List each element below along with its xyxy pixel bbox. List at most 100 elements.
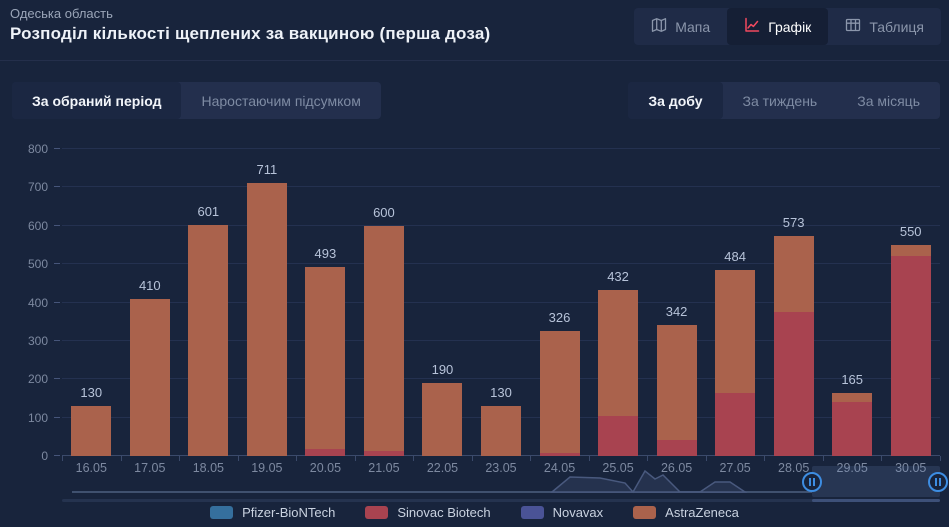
x-axis-tick [237, 456, 239, 461]
bar-slot-22.05: 190 [413, 149, 472, 456]
navigator-left-handle[interactable] [802, 472, 822, 492]
tab-map[interactable]: Мапа [634, 8, 727, 45]
x-axis-label-30.05: 30.05 [895, 461, 927, 475]
bar-25.05[interactable] [598, 290, 639, 456]
tab-map-label: Мапа [675, 18, 711, 35]
navigator-selection[interactable] [812, 466, 940, 497]
bar-segment-astrazeneca[interactable] [715, 270, 756, 393]
bar-value-label: 165 [841, 371, 864, 387]
legend-item-astrazeneca[interactable]: AstraZeneca [633, 505, 739, 520]
bar-value-label: 711 [256, 162, 278, 178]
bar-16.05[interactable] [71, 406, 112, 456]
bar-segment-astrazeneca[interactable] [890, 244, 931, 257]
bar-segment-sinovac-biotech[interactable] [363, 451, 404, 456]
x-axis-tick [530, 456, 532, 461]
bar-segment-astrazeneca[interactable] [363, 225, 404, 452]
bar-segment-astrazeneca[interactable] [71, 406, 112, 456]
tab-chart[interactable]: Графік [727, 8, 829, 45]
navigator-scroll-track[interactable] [62, 499, 940, 502]
bar-24.05[interactable] [539, 330, 580, 456]
bar-slot-20.05: 493 [296, 149, 355, 456]
bar-21.05[interactable] [363, 225, 404, 456]
legend-item-novavax[interactable]: Novavax [520, 505, 603, 520]
x-axis-label-25.05: 25.05 [602, 461, 634, 475]
bar-slot-16.05: 130 [62, 149, 121, 456]
bar-23.05[interactable] [480, 406, 521, 456]
bar-segment-sinovac-biotech[interactable] [539, 452, 580, 456]
y-axis-label-200: 200 [27, 372, 48, 387]
legend-label: AstraZeneca [665, 505, 739, 520]
bar-segment-astrazeneca[interactable] [539, 330, 580, 453]
bar-26.05[interactable] [656, 324, 697, 456]
x-axis-tick [764, 456, 766, 461]
x-axis-label-17.05: 17.05 [134, 461, 166, 475]
period-day[interactable]: За добу [628, 82, 723, 119]
x-axis-tick [940, 456, 941, 461]
gridline-200 [54, 378, 940, 380]
bar-value-label: 130 [490, 385, 512, 401]
bar-27.05[interactable] [715, 270, 756, 456]
period-month[interactable]: За місяць [857, 92, 920, 109]
bar-value-label: 573 [782, 215, 805, 231]
bar-29.05[interactable] [832, 392, 873, 456]
bar-segment-astrazeneca[interactable] [832, 392, 873, 402]
bar-segment-sinovac-biotech[interactable] [656, 439, 697, 456]
bar-segment-astrazeneca[interactable] [188, 225, 229, 456]
bar-segment-astrazeneca[interactable] [656, 324, 697, 440]
navigator-scroll-thumb[interactable] [812, 499, 940, 502]
chart-legend: Pfizer-BioNTech Sinovac Biotech Novavax Ast… [0, 505, 949, 520]
bar-20.05[interactable] [305, 266, 346, 456]
bar-segment-astrazeneca[interactable] [422, 383, 463, 456]
navigator-right-handle[interactable] [928, 472, 948, 492]
legend-swatch [633, 506, 657, 519]
bar-slot-17.05: 410 [121, 149, 180, 456]
bar-slot-24.05: 326 [530, 149, 589, 456]
bar-slot-19.05: 711 [238, 149, 297, 456]
mode-switcher: За обраний період Наростаючим підсумком [12, 82, 381, 119]
bar-segment-astrazeneca[interactable] [305, 266, 346, 450]
bar-18.05[interactable] [188, 225, 229, 456]
mode-selected-period[interactable]: За обраний період [12, 82, 182, 119]
x-axis-tick [588, 456, 590, 461]
y-axis-label-300: 300 [27, 333, 48, 348]
bar-30.05[interactable] [890, 244, 931, 456]
bar-value-label: 601 [197, 204, 220, 220]
x-axis-tick [471, 456, 473, 461]
bar-value-label: 130 [80, 385, 103, 401]
x-axis-label-21.05: 21.05 [368, 461, 400, 475]
legend-item-sinovac-biotech[interactable]: Sinovac Biotech [365, 505, 491, 520]
bar-segment-astrazeneca[interactable] [598, 290, 639, 416]
page-title: Розподіл кількості щеплених за вакциною … [10, 24, 491, 43]
x-axis-tick [822, 456, 824, 461]
bar-segment-astrazeneca[interactable] [773, 236, 814, 313]
x-axis-label-20.05: 20.05 [309, 461, 342, 475]
gridline-600 [54, 224, 940, 226]
x-axis-tick [179, 456, 181, 461]
bar-segment-sinovac-biotech[interactable] [715, 392, 756, 456]
bar-22.05[interactable] [422, 383, 463, 456]
bar-segment-sinovac-biotech[interactable] [832, 401, 873, 456]
bar-segment-astrazeneca[interactable] [246, 183, 287, 456]
bar-segment-sinovac-biotech[interactable] [598, 415, 639, 456]
bar-value-label: 326 [548, 309, 571, 325]
legend-label: Pfizer-BioNTech [242, 505, 336, 520]
bar-19.05[interactable] [246, 183, 287, 456]
gridline-500 [54, 263, 940, 265]
bar-28.05[interactable] [773, 236, 814, 456]
bar-segment-astrazeneca[interactable] [129, 298, 170, 456]
x-axis-tick [647, 456, 649, 461]
period-week[interactable]: За тиждень [742, 92, 818, 109]
navigator-baseline [72, 491, 812, 493]
range-navigator[interactable] [62, 466, 948, 498]
bar-17.05[interactable] [129, 298, 170, 456]
x-axis-tick [881, 456, 883, 461]
mode-cumulative[interactable]: Наростаючим підсумком [201, 92, 361, 109]
bar-segment-sinovac-biotech[interactable] [773, 312, 814, 456]
legend-item-pfizer-biontech[interactable]: Pfizer-BioNTech [210, 505, 335, 520]
bar-slot-27.05: 484 [706, 149, 765, 456]
bar-segment-sinovac-biotech[interactable] [890, 256, 931, 456]
y-axis-label-600: 600 [27, 218, 48, 233]
bar-segment-astrazeneca[interactable] [480, 406, 521, 456]
tab-table[interactable]: Таблиця [828, 8, 941, 45]
bar-segment-sinovac-biotech[interactable] [305, 449, 346, 456]
